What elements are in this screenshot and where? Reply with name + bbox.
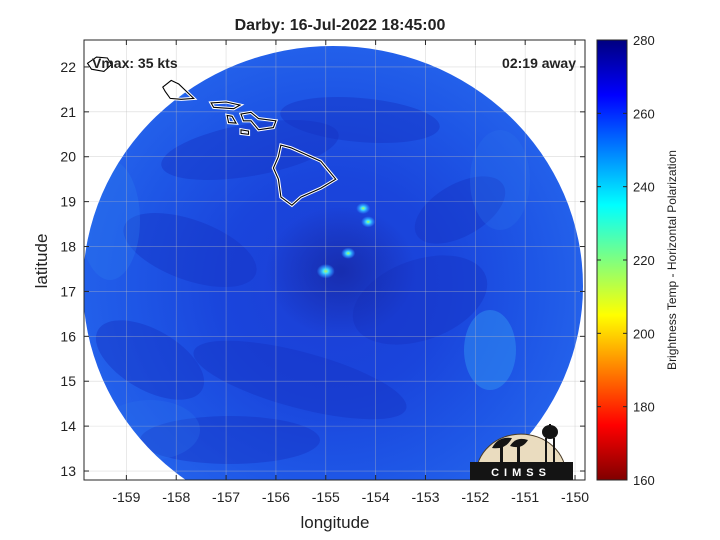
cold-band (140, 416, 320, 464)
water-tower-icon (542, 424, 558, 462)
warm-patch (100, 400, 200, 460)
x-tick-label: -159 (112, 489, 140, 505)
island-outline (162, 79, 195, 100)
y-tick-label: 15 (60, 373, 76, 389)
colorbar-label: Brightness Temp - Horizontal Polarizatio… (665, 150, 679, 370)
chart-title: Darby: 16-Jul-2022 18:45:00 (235, 17, 446, 34)
cold-band (123, 213, 257, 287)
storm-core (265, 206, 416, 337)
x-tick-label: -156 (262, 489, 290, 505)
y-axis: 13 14 15 16 17 18 19 20 21 22 (60, 59, 585, 479)
warm-feature (361, 216, 376, 228)
y-tick-label: 18 (60, 239, 76, 255)
island-outline (272, 144, 337, 206)
warm-feature (341, 247, 356, 259)
warm-feature (356, 202, 371, 214)
cold-band (414, 176, 506, 244)
island-outline (86, 56, 113, 72)
y-tick-label: 22 (60, 59, 76, 75)
x-tick-label: -153 (411, 489, 439, 505)
vmax-annotation: Vmax: 35 kts (92, 55, 178, 71)
colorbar-tick-label: 280 (633, 33, 655, 48)
colorbar-tick-label: 200 (633, 326, 655, 341)
colorbar-tick-label: 220 (633, 253, 655, 268)
satellite-dish-icon (492, 437, 528, 462)
island-outline (240, 129, 250, 135)
warm-patch (470, 130, 530, 230)
island-outline (226, 114, 237, 124)
x-tick-label: -155 (312, 489, 340, 505)
island-coastlines (85, 55, 339, 208)
cold-band (280, 97, 440, 143)
x-tick-label: -158 (162, 489, 190, 505)
warm-patch (84, 160, 140, 280)
x-tick-label: -154 (362, 489, 390, 505)
warm-patch (464, 310, 516, 390)
grid (84, 40, 585, 480)
brightness-temp-swath (84, 46, 583, 480)
x-tick-label: -151 (511, 489, 539, 505)
colorbar (596, 39, 628, 481)
colorbar-tick-label: 260 (633, 106, 655, 121)
colorbar-tick-label: 180 (633, 400, 655, 415)
x-tick-label: -152 (461, 489, 489, 505)
y-tick-label: 14 (60, 418, 76, 434)
x-tick-label: -157 (212, 489, 240, 505)
logo-band (470, 462, 573, 480)
island-outline (240, 111, 277, 131)
cold-band (95, 320, 205, 400)
y-tick-label: 17 (60, 283, 76, 299)
colorbar-tick-label: 240 (633, 180, 655, 195)
y-tick-label: 16 (60, 328, 76, 344)
cold-band (193, 340, 407, 420)
y-axis-label: latitude (32, 234, 51, 289)
island-outline (210, 101, 242, 110)
y-tick-label: 19 (60, 194, 76, 210)
time-away-annotation: 02:19 away (502, 55, 576, 71)
x-tick-label: -150 (561, 489, 589, 505)
swath-texture (84, 86, 530, 464)
logo-text: CIMSS (491, 467, 551, 479)
cold-band (161, 120, 339, 180)
y-tick-label: 13 (60, 463, 76, 479)
x-axis: -159 -158 -157 -156 -155 -154 -153 -152 -151 -150 (112, 40, 589, 505)
plot-frame (83, 39, 586, 481)
cimss-logo: CIMSS (470, 424, 573, 480)
colorbar-tick-label: 160 (633, 473, 655, 488)
colorbar-ticks: 160 180 200 220 240 260 280 (597, 33, 655, 488)
y-tick-label: 20 (60, 149, 76, 165)
x-axis-label: longitude (300, 513, 369, 532)
y-tick-label: 21 (60, 104, 76, 120)
